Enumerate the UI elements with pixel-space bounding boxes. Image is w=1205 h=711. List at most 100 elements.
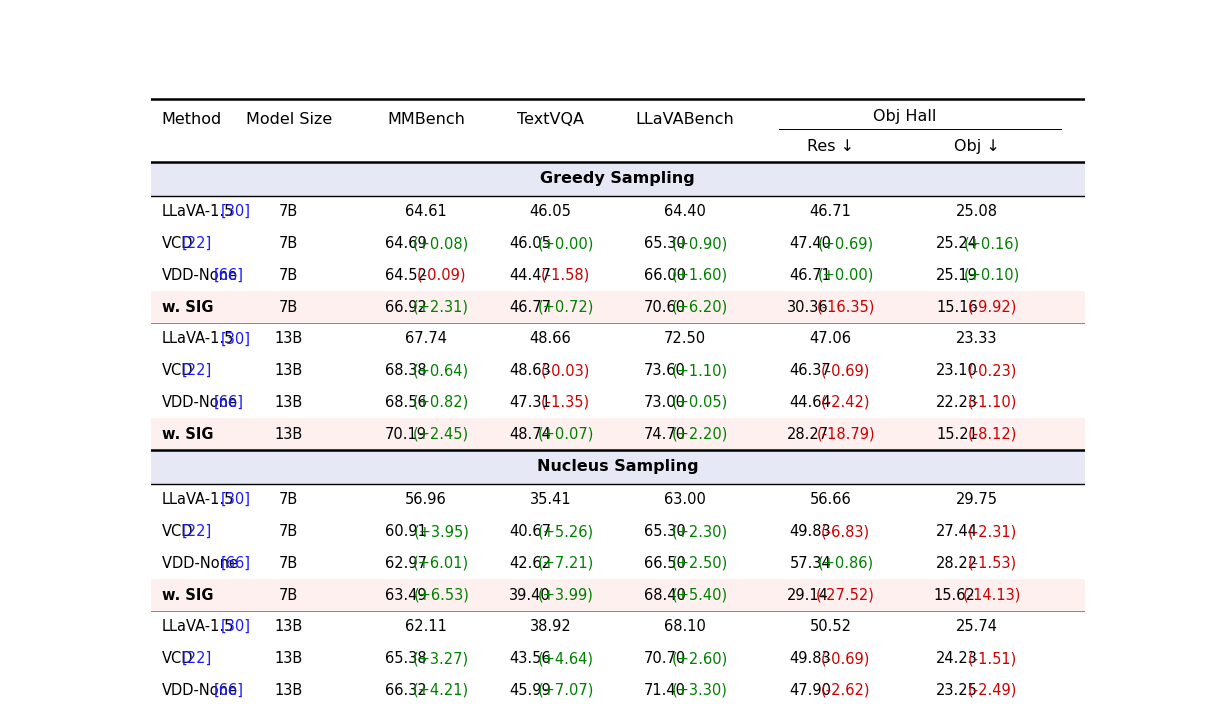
- Text: VCD: VCD: [161, 363, 193, 378]
- Text: LLaVABench: LLaVABench: [635, 112, 734, 127]
- Bar: [151, 643, 1084, 675]
- Text: 39.40: 39.40: [510, 587, 551, 602]
- Text: 42.62: 42.62: [510, 556, 551, 571]
- Text: (+7.21): (+7.21): [537, 556, 594, 571]
- Bar: [151, 579, 1084, 611]
- Text: (+2.20): (+2.20): [671, 427, 728, 442]
- Text: Obj Hall: Obj Hall: [872, 109, 936, 124]
- Text: 66.92: 66.92: [386, 299, 427, 314]
- Bar: [151, 387, 1084, 418]
- Text: 7B: 7B: [280, 587, 299, 602]
- Text: 27.44: 27.44: [936, 524, 978, 539]
- Text: (+3.95): (+3.95): [413, 524, 469, 539]
- Text: 25.24: 25.24: [936, 236, 978, 251]
- Text: 7B: 7B: [280, 492, 299, 507]
- Text: 65.38: 65.38: [386, 651, 427, 666]
- Text: (-16.35): (-16.35): [817, 299, 875, 314]
- Text: 65.30: 65.30: [643, 524, 686, 539]
- Text: 40.67: 40.67: [510, 524, 551, 539]
- Text: 46.05: 46.05: [510, 236, 551, 251]
- Text: w. SIG: w. SIG: [161, 299, 213, 314]
- Text: 7B: 7B: [280, 524, 299, 539]
- Text: [22]: [22]: [182, 363, 212, 378]
- Text: 46.37: 46.37: [789, 363, 831, 378]
- Text: Obj ↓: Obj ↓: [954, 139, 1000, 154]
- Text: 66.32: 66.32: [386, 683, 427, 697]
- Text: (+2.45): (+2.45): [413, 427, 469, 442]
- Text: 70.70: 70.70: [643, 651, 686, 666]
- Text: 64.40: 64.40: [664, 204, 706, 219]
- Bar: [151, 547, 1084, 579]
- Text: (+4.64): (+4.64): [537, 651, 593, 666]
- Text: [66]: [66]: [214, 683, 245, 697]
- Text: (-0.09): (-0.09): [417, 268, 466, 283]
- Text: (-2.49): (-2.49): [968, 683, 1017, 697]
- Text: 47.40: 47.40: [789, 236, 831, 251]
- Bar: [151, 228, 1084, 260]
- Text: 66.00: 66.00: [643, 268, 686, 283]
- Text: 22.23: 22.23: [936, 395, 978, 410]
- Text: (+2.30): (+2.30): [672, 524, 728, 539]
- Text: 49.83: 49.83: [789, 651, 831, 666]
- Text: VCD: VCD: [161, 651, 193, 666]
- Text: 45.99: 45.99: [510, 683, 551, 697]
- Text: (-6.83): (-6.83): [821, 524, 870, 539]
- Text: 44.47: 44.47: [510, 268, 551, 283]
- Text: (-8.12): (-8.12): [968, 427, 1017, 442]
- Bar: [151, 323, 1084, 355]
- Text: (-2.42): (-2.42): [821, 395, 870, 410]
- Text: (+2.60): (+2.60): [672, 651, 728, 666]
- Text: (+0.90): (+0.90): [672, 236, 728, 251]
- Text: 35.41: 35.41: [529, 492, 571, 507]
- Text: (+0.82): (+0.82): [413, 395, 470, 410]
- Text: 28.27: 28.27: [787, 427, 829, 442]
- Text: (+0.16): (+0.16): [964, 236, 1021, 251]
- Text: 56.96: 56.96: [405, 492, 447, 507]
- Text: [22]: [22]: [182, 236, 212, 251]
- Text: 13B: 13B: [275, 427, 302, 442]
- Text: Greedy Sampling: Greedy Sampling: [540, 171, 695, 186]
- Text: (-0.69): (-0.69): [821, 363, 870, 378]
- Text: w. SIG: w. SIG: [161, 587, 213, 602]
- Text: [30]: [30]: [221, 619, 251, 634]
- Text: (+0.00): (+0.00): [817, 268, 874, 283]
- Text: [66]: [66]: [214, 395, 245, 410]
- Text: 64.61: 64.61: [405, 204, 447, 219]
- Text: 50.52: 50.52: [810, 619, 852, 634]
- Bar: [151, 611, 1084, 643]
- Text: (-1.51): (-1.51): [968, 651, 1017, 666]
- Text: 15.21: 15.21: [936, 427, 978, 442]
- Text: 57.34: 57.34: [789, 556, 831, 571]
- Text: Method: Method: [161, 112, 222, 127]
- Text: (+3.27): (+3.27): [413, 651, 469, 666]
- Text: w. SIG: w. SIG: [161, 427, 213, 442]
- Text: (-2.62): (-2.62): [821, 683, 870, 697]
- Text: VDD-None: VDD-None: [161, 268, 237, 283]
- Text: [30]: [30]: [221, 331, 251, 346]
- Text: [22]: [22]: [182, 524, 212, 539]
- Text: (-0.23): (-0.23): [968, 363, 1017, 378]
- Text: 29.14: 29.14: [787, 587, 829, 602]
- Text: 15.62: 15.62: [934, 587, 975, 602]
- Text: [66]: [66]: [214, 268, 245, 283]
- Text: VCD: VCD: [161, 236, 193, 251]
- Text: 30.36: 30.36: [787, 299, 829, 314]
- Text: 23.25: 23.25: [936, 683, 978, 697]
- Text: 74.70: 74.70: [643, 427, 686, 442]
- Text: (-18.79): (-18.79): [816, 427, 875, 442]
- Text: 68.40: 68.40: [643, 587, 686, 602]
- Text: 15.16: 15.16: [936, 299, 977, 314]
- Text: 47.31: 47.31: [510, 395, 551, 410]
- Text: 65.30: 65.30: [643, 236, 686, 251]
- Bar: [151, 355, 1084, 387]
- Text: 64.52: 64.52: [386, 268, 427, 283]
- Text: 46.71: 46.71: [810, 204, 852, 219]
- Text: 70.19: 70.19: [384, 427, 427, 442]
- Text: (+3.30): (+3.30): [672, 683, 728, 697]
- Text: 44.64: 44.64: [789, 395, 831, 410]
- Text: 13B: 13B: [275, 331, 302, 346]
- Text: (-1.58): (-1.58): [541, 268, 590, 283]
- Text: 71.40: 71.40: [643, 683, 686, 697]
- Text: 28.22: 28.22: [936, 556, 978, 571]
- Bar: [151, 450, 1084, 484]
